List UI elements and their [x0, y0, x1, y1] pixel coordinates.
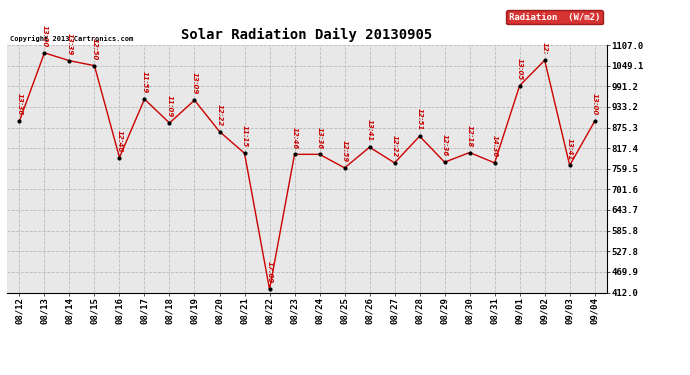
Text: 13:41: 13:41 [566, 138, 573, 160]
Text: 12:46: 12:46 [292, 126, 297, 149]
Text: 12:50: 12:50 [92, 38, 97, 60]
Text: 11:09: 11:09 [166, 95, 172, 117]
Text: 13:36: 13:36 [317, 126, 322, 149]
Text: 14:30: 14:30 [492, 135, 497, 158]
Text: 12:22: 12:22 [392, 135, 397, 158]
Text: 13:00: 13:00 [41, 25, 48, 47]
Text: 12:51: 12:51 [417, 108, 422, 130]
Text: 11:15: 11:15 [241, 126, 248, 148]
Text: 13:36: 13:36 [17, 93, 22, 116]
Text: 12:36: 12:36 [442, 134, 448, 157]
Text: 11:59: 11:59 [141, 71, 148, 94]
Text: 13:00: 13:00 [592, 93, 598, 116]
Text: 17:09: 17:09 [266, 261, 273, 284]
Text: 13:09: 13:09 [192, 72, 197, 94]
Legend: Radiation  (W/m2): Radiation (W/m2) [506, 10, 602, 24]
Text: 12:22: 12:22 [217, 104, 222, 126]
Text: 13:39: 13:39 [66, 33, 72, 55]
Text: 12:59: 12:59 [342, 140, 348, 162]
Text: 13:05: 13:05 [517, 58, 522, 80]
Text: 13:41: 13:41 [366, 119, 373, 142]
Title: Solar Radiation Daily 20130905: Solar Radiation Daily 20130905 [181, 28, 433, 42]
Text: Copyright 2013 Cartronics.com: Copyright 2013 Cartronics.com [10, 35, 133, 42]
Text: 12:46: 12:46 [117, 130, 122, 152]
Text: 12:18: 12:18 [466, 125, 473, 147]
Text: 12:: 12: [542, 42, 548, 55]
